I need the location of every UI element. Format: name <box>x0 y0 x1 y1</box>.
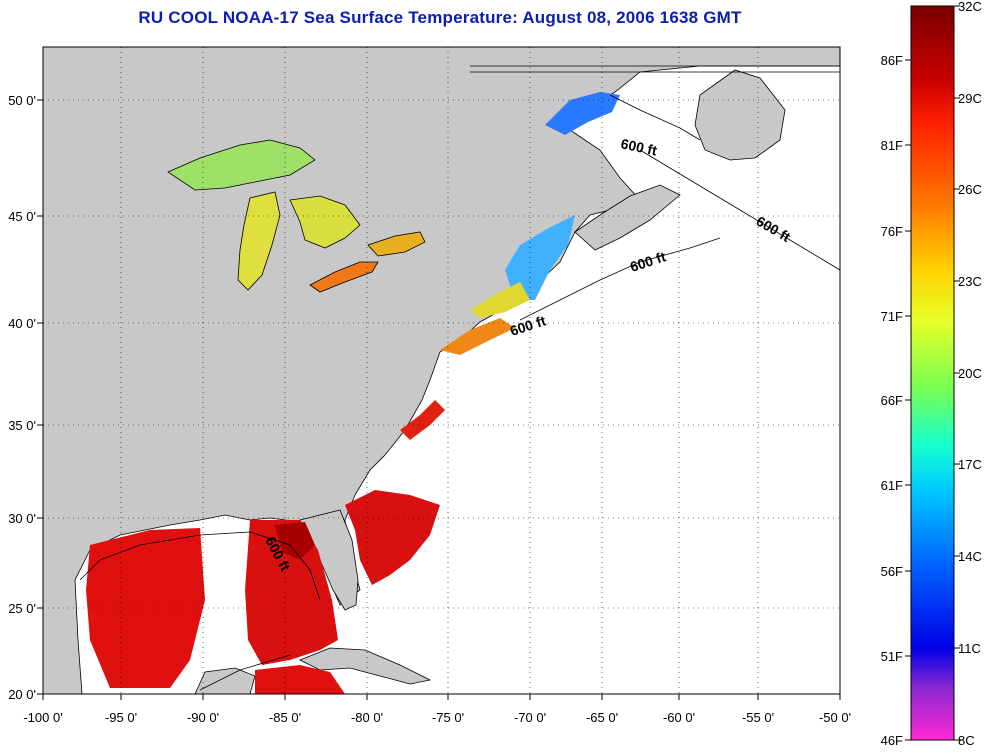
gulf-hot-core <box>275 522 315 560</box>
x-tick-label: -65 0' <box>586 710 618 725</box>
fahrenheit-tick-label: 76F <box>881 224 903 239</box>
celsius-tick-label: 26C <box>958 182 982 197</box>
celsius-tick-label: 29C <box>958 91 982 106</box>
x-tick-label: -55 0' <box>742 710 774 725</box>
isobath-line-north <box>609 94 841 271</box>
gulf-west-sst <box>86 528 205 688</box>
y-tick-label: 45 0' <box>8 209 36 224</box>
x-tick-label: -95 0' <box>105 710 137 725</box>
caribbean-sst <box>255 665 345 694</box>
carolina-shelf-sst <box>400 400 445 440</box>
lake-huron <box>289 195 361 249</box>
nova-scotia-land <box>574 184 681 251</box>
celsius-tick-label: 32C <box>958 0 982 14</box>
x-tick-label: -80 0' <box>351 710 383 725</box>
fahrenheit-tick-label: 51F <box>881 649 903 664</box>
isobath-label: 600 ft <box>619 135 658 158</box>
celsius-tick-label: 23C <box>958 274 982 289</box>
x-tick-label: -75 0' <box>432 710 464 725</box>
ne-shelf-sst <box>470 282 530 318</box>
mid-atlantic-sst <box>440 318 515 355</box>
celsius-tick-label: 14C <box>958 549 982 564</box>
fahrenheit-tick-label: 81F <box>881 138 903 153</box>
axis-ticks <box>37 99 841 700</box>
y-tick-label: 30 0' <box>8 511 36 526</box>
map-title: RU COOL NOAA-17 Sea Surface Temperature:… <box>138 8 742 27</box>
celsius-tick-label: 11C <box>958 641 981 656</box>
celsius-tick-label: 17C <box>958 457 982 472</box>
cuba-land <box>299 647 432 685</box>
fahrenheit-tick-label: 56F <box>881 564 903 579</box>
y-tick-label: 20 0' <box>8 687 36 702</box>
colorbar-gradient <box>910 5 955 741</box>
north-america-land <box>42 46 841 695</box>
fahrenheit-tick-label: 61F <box>881 478 903 493</box>
fahrenheit-tick-label: 66F <box>881 393 903 408</box>
y-tick-label: 25 0' <box>8 601 36 616</box>
fahrenheit-tick-label: 46F <box>881 733 903 748</box>
y-tick-label: 40 0' <box>8 316 36 331</box>
newfoundland-land <box>694 69 786 161</box>
lake-ontario <box>367 231 426 257</box>
x-tick-label: -85 0' <box>269 710 301 725</box>
atlantic-florida-sst <box>345 490 440 585</box>
isobath-line-east <box>519 237 721 321</box>
x-tick-label: -50 0' <box>819 710 851 725</box>
lake-michigan <box>237 191 281 291</box>
lake-erie <box>309 261 379 293</box>
x-tick-label: -60 0' <box>663 710 695 725</box>
fahrenheit-tick-label: 71F <box>881 309 903 324</box>
st-lawrence-sst <box>545 92 620 135</box>
lake-superior <box>167 139 316 191</box>
celsius-tick-label: 20C <box>958 366 982 381</box>
fahrenheit-tick-label: 86F <box>881 53 903 68</box>
celsius-tick-label: 8C <box>958 733 975 748</box>
x-tick-label: -90 0' <box>187 710 219 725</box>
x-tick-label: -100 0' <box>23 710 62 725</box>
map-frame <box>42 46 841 695</box>
gulf-of-maine-sst <box>505 215 575 300</box>
x-tick-label: -70 0' <box>514 710 546 725</box>
y-tick-label: 50 0' <box>8 93 36 108</box>
isobath-line-gulf <box>79 531 321 691</box>
y-tick-label: 35 0' <box>8 418 36 433</box>
gulf-east-sst <box>245 520 338 665</box>
